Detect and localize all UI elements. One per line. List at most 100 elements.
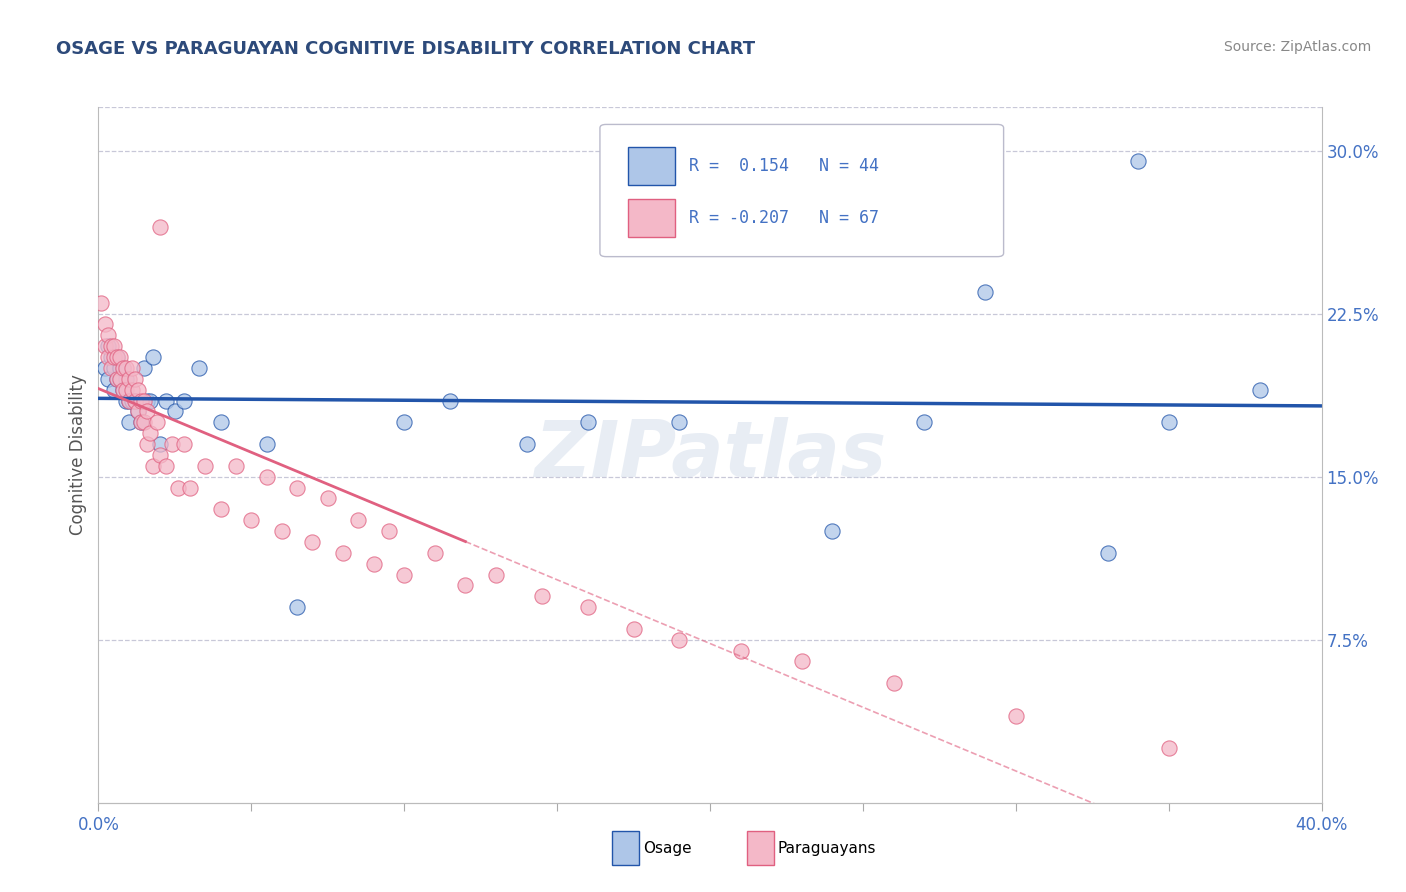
Point [256,469,278,483]
Point [668,632,690,647]
Point [485,567,508,582]
Point [97,339,120,353]
Point [209,415,232,429]
Point [100,339,122,353]
Point [149,219,172,234]
Point [1249,383,1271,397]
Point [149,448,172,462]
Point [121,393,143,408]
Point [530,589,553,603]
Point [439,393,461,408]
Point [423,546,446,560]
Point [173,437,195,451]
Point [1128,154,1150,169]
Point [115,393,138,408]
Point [134,393,156,408]
Point [103,350,125,364]
Point [103,339,125,353]
Point [100,350,122,364]
Point [139,426,162,441]
Point [285,600,308,615]
Point [142,350,165,364]
Point [668,415,690,429]
Point [1004,708,1026,723]
Point [332,546,354,560]
Point [118,415,141,429]
Point [118,393,141,408]
Point [105,350,128,364]
Point [301,535,323,549]
Point [821,524,844,538]
Point [136,393,159,408]
Point [139,393,162,408]
Point [576,415,599,429]
Point [124,372,146,386]
Point [392,567,416,582]
Point [103,360,125,375]
Point [124,393,146,408]
Point [378,524,401,538]
Bar [628,147,675,186]
Bar [747,830,773,865]
Point [363,557,385,571]
Point [136,404,159,418]
Point [912,415,935,429]
Bar [612,830,640,865]
Point [105,350,128,364]
Point [100,360,122,375]
Point [90,295,112,310]
Point [118,393,141,408]
Point [163,404,186,418]
Point [108,360,131,375]
Text: ZIPatlas: ZIPatlas [534,417,886,493]
Point [155,393,177,408]
Point [240,513,263,527]
Point [1097,546,1119,560]
Point [160,437,183,451]
Point [108,350,131,364]
Point [347,513,370,527]
Point [134,415,156,429]
Point [316,491,339,506]
Point [188,360,211,375]
Text: Paraguayans: Paraguayans [778,840,876,855]
Text: R = -0.207   N = 67: R = -0.207 N = 67 [689,210,879,227]
Text: Source: ZipAtlas.com: Source: ZipAtlas.com [1223,40,1371,54]
Point [93,360,115,375]
Point [108,372,131,386]
Point [121,360,143,375]
Y-axis label: Cognitive Disability: Cognitive Disability [69,375,87,535]
Point [115,383,138,397]
Point [127,404,149,418]
Point [1157,741,1180,756]
Point [111,383,134,397]
Point [97,350,120,364]
Point [179,481,201,495]
Text: OSAGE VS PARAGUAYAN COGNITIVE DISABILITY CORRELATION CHART: OSAGE VS PARAGUAYAN COGNITIVE DISABILITY… [56,40,755,58]
Point [111,360,134,375]
Point [127,383,149,397]
Point [623,622,645,636]
Point [105,372,128,386]
Point [118,372,141,386]
Text: Osage: Osage [643,840,692,855]
Point [108,372,131,386]
Point [121,383,143,397]
Point [129,415,152,429]
Point [576,600,599,615]
Point [103,383,125,397]
Point [129,393,152,408]
Point [225,458,247,473]
Point [97,372,120,386]
Point [127,404,149,418]
Point [194,458,217,473]
Point [167,481,190,495]
Point [93,318,115,332]
Point [974,285,997,299]
Point [1157,415,1180,429]
Point [115,360,138,375]
Point [256,437,278,451]
Point [124,393,146,408]
Point [149,437,172,451]
Text: R =  0.154   N = 44: R = 0.154 N = 44 [689,157,879,175]
